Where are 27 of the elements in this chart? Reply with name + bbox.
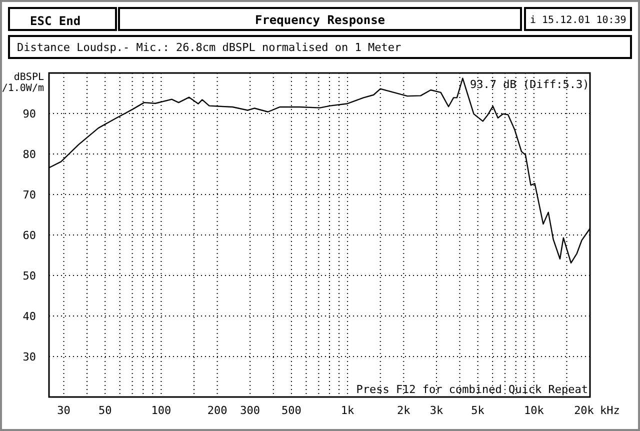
text: i 15.12.01 10:39 — [530, 15, 626, 26]
y-tick-label: 40 — [22, 310, 36, 323]
x-tick-label: 100 — [151, 404, 172, 417]
x-tick-label: 2k — [397, 404, 411, 417]
x-tick-label: 200 — [207, 404, 228, 417]
y-tick-label: 30 — [22, 350, 36, 364]
annotation: 93.7 dB (Diff:5.3) — [470, 78, 590, 91]
y-tick-label: 90 — [22, 108, 36, 120]
chart-title: Frequency Response — [254, 13, 386, 27]
annotation: Press F12 for combined Quick Repeat — [356, 383, 588, 396]
x-tick-label: 30 — [57, 404, 70, 417]
x-tick-label: 20k — [574, 404, 594, 417]
y-tick-label: 50 — [22, 270, 36, 282]
x-tick-label: 500 — [282, 404, 302, 417]
x-tick-label: 50 — [98, 404, 112, 417]
x-tick-label: 300 — [240, 404, 260, 417]
y-tick-label: 80 — [22, 148, 36, 161]
chart-subtitle: Distance Loudsp.- Mic.: 26.8cm dBSPL normalised on 1 Meter — [17, 41, 402, 54]
x-tick-label: 10k — [524, 404, 544, 417]
x-tick-label: 5k — [471, 404, 485, 417]
x-tick-label: 3k — [430, 404, 444, 417]
text: ESC End — [30, 14, 81, 28]
x-tick-label: 1k — [340, 404, 355, 417]
y-axis-title: dBSPL /1.0W/m — [2, 72, 44, 94]
y-tick-label: 60 — [22, 229, 36, 242]
y-tick-label: 70 — [22, 188, 36, 202]
x-axis-title: kHz — [600, 404, 620, 417]
